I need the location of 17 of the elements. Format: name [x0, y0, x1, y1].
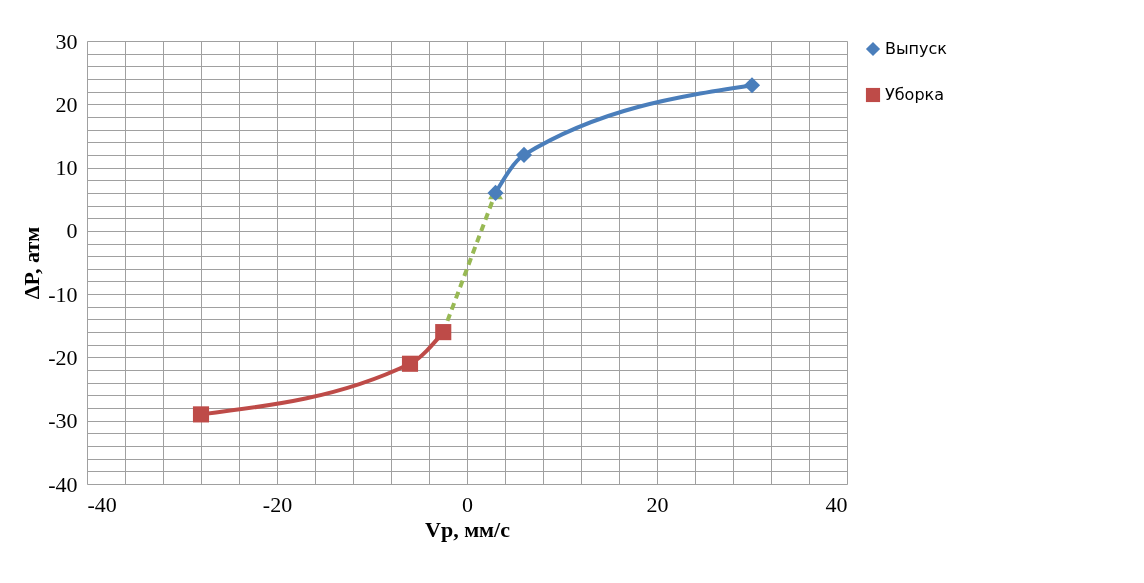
y-axis-title: ΔP, атм [19, 226, 45, 300]
x-axis-title: Vp, мм/с [425, 516, 511, 542]
x-tick-label: 20 [646, 491, 669, 517]
y-tick-label: -40 [48, 471, 78, 497]
y-tick-label: 0 [66, 218, 78, 244]
y-tick-label: 30 [55, 28, 78, 54]
y-tick-label: 10 [55, 155, 78, 181]
y-tick-label: -30 [48, 408, 78, 434]
x-tick-label: 40 [825, 491, 848, 517]
legend-label: Уборка [885, 85, 945, 104]
y-tick-label: -20 [48, 344, 78, 370]
y-tick-label: 20 [55, 91, 78, 117]
y-tick-label: -10 [48, 281, 78, 307]
legend-label: Выпуск [885, 39, 948, 58]
x-tick-label: -40 [87, 491, 117, 517]
x-tick-label: 0 [462, 491, 473, 517]
x-tick-label: -20 [262, 491, 293, 517]
